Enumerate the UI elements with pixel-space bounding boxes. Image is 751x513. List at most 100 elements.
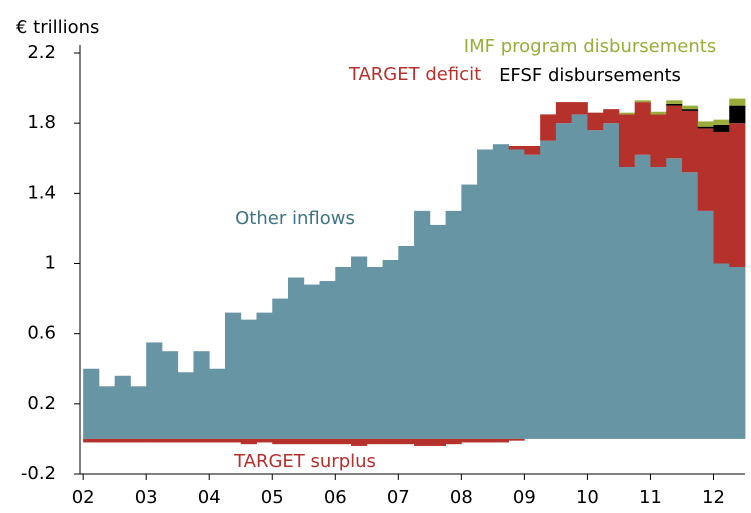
x-tick-label: 10 <box>576 487 599 508</box>
y-tick-label: 0.6 <box>27 323 56 344</box>
x-tick-label: 09 <box>513 487 536 508</box>
y-tick-label: 1.4 <box>27 182 56 203</box>
bar-segment <box>571 102 588 115</box>
bar-segment <box>634 102 651 155</box>
series-label: EFSF disbursements <box>499 65 681 86</box>
bar-segment <box>240 319 257 439</box>
bar-segment <box>634 154 651 439</box>
bar-segment <box>272 438 289 445</box>
bar-segment <box>382 438 399 445</box>
bar-segment <box>303 284 320 439</box>
bar-segment <box>555 102 573 124</box>
bar-segment <box>524 145 541 155</box>
bar-segment <box>587 112 604 131</box>
y-axis-label: € trillions <box>16 17 99 38</box>
x-tick-label: 12 <box>702 487 725 508</box>
bar-segment <box>161 351 179 439</box>
bar-segment <box>209 438 226 443</box>
y-tick-label: 1 <box>45 253 56 274</box>
bar-segment <box>729 123 746 268</box>
bar-segment <box>319 438 336 445</box>
bar-segment <box>681 109 699 111</box>
bar-segment <box>603 109 620 124</box>
bar-segment <box>114 375 131 439</box>
bar-segment <box>681 105 699 110</box>
bar-segment <box>319 281 336 439</box>
bar-segment <box>666 105 683 159</box>
bar-segment <box>603 123 620 439</box>
y-tick-label: -0.2 <box>21 463 56 484</box>
bar-segment <box>729 105 746 124</box>
bar-segment <box>288 277 305 439</box>
bar-segment <box>114 438 131 443</box>
bar-segment <box>366 267 383 439</box>
bar-segment <box>414 438 431 446</box>
y-tick-label: 1.8 <box>27 112 56 133</box>
bar-segment <box>729 267 746 439</box>
bar-segment <box>492 438 510 443</box>
y-tick-label: 0.2 <box>27 393 56 414</box>
bar-segment <box>193 351 210 439</box>
bar-segment <box>398 438 415 445</box>
bar-segment <box>666 100 683 104</box>
bar-segment <box>571 114 588 439</box>
bar-segment <box>666 103 683 106</box>
x-tick-label: 11 <box>639 487 662 508</box>
bar-segment <box>335 438 352 445</box>
bar-segment <box>508 438 525 441</box>
bar-segment <box>130 438 147 443</box>
bar-segment <box>477 438 494 443</box>
bar-segment <box>303 438 320 445</box>
series-label: Other inflows <box>235 208 355 229</box>
bar-segment <box>414 210 431 439</box>
bar-segment <box>618 114 636 168</box>
bar-segment <box>240 438 257 445</box>
bar-segment <box>351 438 368 446</box>
bar-segment <box>146 438 163 443</box>
series-label: IMF program disbursements <box>464 36 716 57</box>
bar-segment <box>193 438 210 443</box>
bar-segment <box>335 267 352 439</box>
bar-segment <box>618 112 636 115</box>
bar-segment <box>224 312 242 439</box>
bar-segment <box>288 438 305 445</box>
series-label: TARGET deficit <box>348 64 481 85</box>
bar-segment <box>729 98 746 106</box>
bar-segment <box>650 114 667 168</box>
x-tick-label: 08 <box>450 487 473 508</box>
bar-segment <box>461 184 478 439</box>
bar-segment <box>398 245 415 439</box>
bar-segment <box>366 438 383 445</box>
bar-segment <box>713 263 730 439</box>
bar-segment <box>161 438 179 443</box>
bar-segment <box>98 386 116 439</box>
bar-segment <box>351 256 368 439</box>
bar-segment <box>713 124 730 132</box>
bar-segment <box>83 368 100 439</box>
bar-segment <box>272 298 289 439</box>
bar-segment <box>130 386 147 439</box>
series-label: TARGET surplus <box>233 451 376 472</box>
bar-segment <box>713 119 730 125</box>
bar-segment <box>681 110 699 173</box>
bar-segment <box>177 438 194 443</box>
bar-segment <box>146 342 163 439</box>
bar-segment <box>177 372 194 439</box>
x-tick-label: 05 <box>261 487 284 508</box>
bar-segment <box>445 438 462 445</box>
bar-segment <box>650 167 667 439</box>
bar-segment <box>697 210 714 439</box>
bar-segment <box>697 128 714 211</box>
bar-segment <box>83 438 100 443</box>
bar-segment <box>477 149 494 439</box>
bar-segment <box>681 172 699 439</box>
bar-segment <box>555 123 573 439</box>
bar-segment <box>587 130 604 439</box>
bar-segment <box>697 121 714 127</box>
bar-segment <box>713 131 730 264</box>
bar-segment <box>429 224 446 439</box>
bar-segment <box>508 145 525 150</box>
bar-segment <box>256 438 273 443</box>
x-tick-label: 03 <box>135 487 158 508</box>
